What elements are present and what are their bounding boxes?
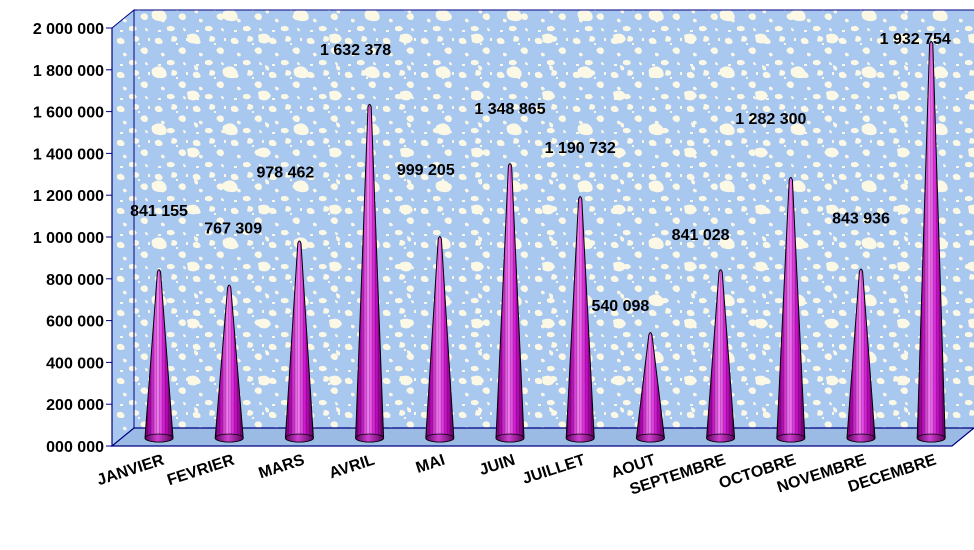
cone-bar xyxy=(284,240,314,443)
cone-shading xyxy=(917,41,946,442)
x-category-label: AVRIL xyxy=(327,452,377,483)
x-category-label: JANVIER xyxy=(95,452,167,490)
cone-bar xyxy=(706,269,736,443)
cone-base xyxy=(284,433,314,443)
cone-shading xyxy=(425,236,454,442)
data-label: 999 205 xyxy=(397,162,455,179)
cone-base xyxy=(706,433,735,443)
y-tick-label: 400 000 xyxy=(46,355,104,372)
chart-side-wall xyxy=(111,8,135,448)
data-label: 841 028 xyxy=(672,227,730,244)
cone-bar xyxy=(776,176,806,443)
cone-base xyxy=(565,433,595,443)
data-label: 767 309 xyxy=(204,221,262,238)
y-tick-label: 2 000 000 xyxy=(33,21,104,38)
cone-bar xyxy=(144,269,174,443)
cone-bar xyxy=(495,163,525,443)
cone-bar xyxy=(916,41,946,443)
y-tick-label: 1 800 000 xyxy=(33,63,104,80)
cone-shading xyxy=(776,177,805,442)
y-tick-label: 1 200 000 xyxy=(33,188,104,205)
chart-floor xyxy=(110,427,974,447)
chart-back-wall-texture xyxy=(134,10,974,428)
data-label: 1 632 378 xyxy=(320,42,391,59)
x-category-label: MAI xyxy=(414,452,447,477)
x-category-label: MARS xyxy=(257,452,307,483)
cone-bar xyxy=(425,236,455,443)
cone-bar xyxy=(355,103,385,443)
cone-bar xyxy=(846,268,876,443)
y-tick-label: 1 000 000 xyxy=(33,230,104,247)
data-labels: 841 155 767 309 978 462 1 632 378 999 205 1 3… xyxy=(130,31,951,315)
cone-shading xyxy=(145,269,173,442)
x-category-label: JUILLET xyxy=(520,452,587,488)
data-label: 1 932 754 xyxy=(880,31,951,48)
cone-shading xyxy=(706,269,735,442)
cone-base xyxy=(214,433,244,443)
cone-series xyxy=(144,41,946,443)
cone-base xyxy=(916,433,946,443)
cone-base xyxy=(776,433,806,443)
x-category-label: FEVRIER xyxy=(165,451,237,489)
cone-base xyxy=(636,433,665,443)
cone-base xyxy=(355,433,385,443)
data-label: 841 155 xyxy=(130,203,188,220)
cone-base xyxy=(495,433,525,443)
y-tick-label: 1 600 000 xyxy=(33,105,104,122)
cone-base xyxy=(144,433,174,443)
y-tick-label: 1 400 000 xyxy=(33,146,104,163)
data-label: 540 098 xyxy=(591,298,649,315)
cone-shading xyxy=(847,269,875,442)
cone-bar xyxy=(214,284,244,443)
y-tick-label: 800 000 xyxy=(46,272,104,289)
data-label: 978 462 xyxy=(256,165,314,182)
y-tick-label: 000 000 xyxy=(46,439,104,456)
data-label: 1 348 865 xyxy=(474,101,545,118)
data-label: 1 282 300 xyxy=(735,111,806,128)
cone-base xyxy=(846,433,876,443)
cone-shading xyxy=(636,332,665,442)
cone-bar xyxy=(635,332,665,443)
cone-base xyxy=(425,433,455,443)
cone-bar xyxy=(565,196,595,443)
y-tick-label: 600 000 xyxy=(46,314,104,331)
cone-shading xyxy=(215,285,244,442)
cone-shading xyxy=(285,241,314,442)
data-label: 843 936 xyxy=(832,211,890,228)
y-axis-ticks: 000 000 200 000 400 000 600 000 800 000 1 000… xyxy=(33,21,112,456)
cone-shading xyxy=(355,104,384,442)
cone-shading xyxy=(566,196,595,442)
y-tick-label: 200 000 xyxy=(46,397,104,414)
data-label: 1 190 732 xyxy=(545,140,616,157)
x-category-label: JUIN xyxy=(477,452,517,479)
cone-shading xyxy=(496,163,524,442)
